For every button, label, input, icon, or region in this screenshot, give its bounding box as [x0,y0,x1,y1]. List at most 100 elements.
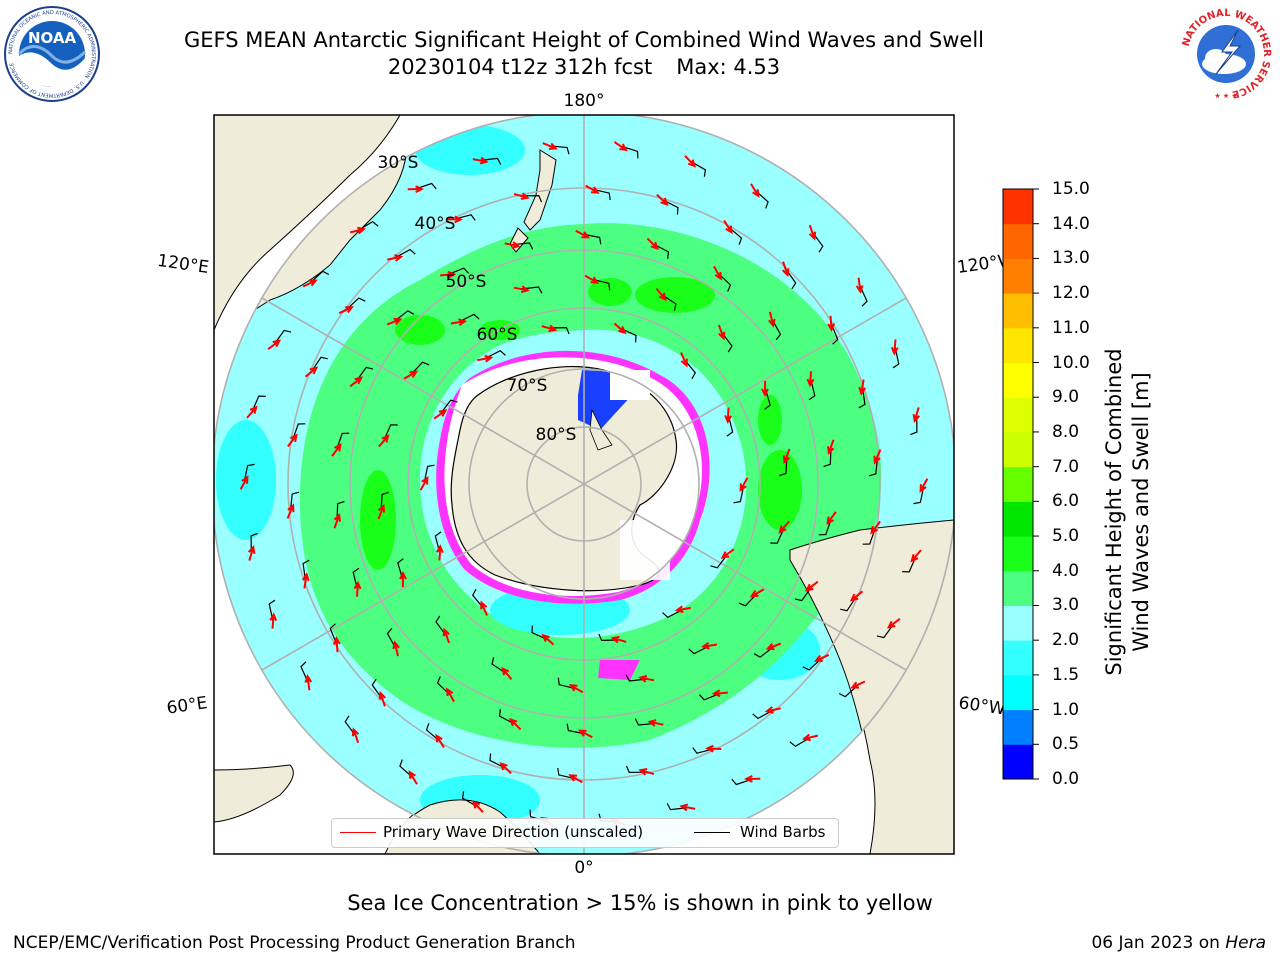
wind-barb [818,517,833,536]
wind-barb [453,214,476,221]
wind-barb [399,759,414,779]
wind-barb [625,674,648,682]
map-subtitle-run: 20230104 t12z 312h fcst Max: 4.53 [84,55,1084,79]
colorbar-tick-label: 11.0 [1052,317,1090,338]
wave-direction-arrow [638,768,655,776]
wave-direction-arrow [656,193,669,206]
wind-barb [779,455,788,477]
wind-barb [716,272,732,292]
lat-label-30s: 30°S [378,153,419,173]
wind-barb [548,326,570,335]
wave-direction-arrow [890,339,899,356]
wind-barb [661,198,679,215]
legend: Primary Wave Direction (unscaled) Wind B… [331,818,839,848]
colorbar-bin [1003,293,1033,329]
colorbar-bin [1003,536,1033,572]
wave-direction-arrow [827,439,835,456]
wave-direction-arrow [509,717,522,731]
colorbar-bin [1003,744,1033,780]
wind-barb [302,559,310,582]
wave-direction-arrow [333,512,341,529]
wave-direction-arrow [700,641,718,650]
wind-barb [830,322,839,345]
svg-text:★ ★ ★: ★ ★ ★ [1214,92,1237,100]
wave-direction-arrow [584,274,600,284]
wave-direction-arrow [912,407,921,423]
wave-direction-arrow [585,184,600,194]
wave-direction-arrow [739,477,749,493]
wave-direction-arrow [826,511,837,525]
wind-barb [591,278,611,291]
colorbar-tick-label: 3.0 [1052,595,1080,616]
wave-direction-arrow [724,407,732,424]
wind-barb [666,803,689,811]
wave-direction-arrow [353,580,362,597]
wave-direction-arrow [886,618,901,629]
wave-direction-arrow [849,590,864,602]
wave-direction-arrow [239,475,249,490]
colorbar-frame [1002,188,1034,780]
wave-direction-arrow [765,642,782,651]
lat-label-40s: 40°S [415,214,456,234]
wind-barb [625,765,648,774]
wave-direction-arrow [610,635,627,644]
colorbar-bin [1003,605,1033,641]
wave-direction-arrow [781,261,790,278]
colorbar-bin [1003,397,1033,433]
colorbar-tick-label: 6.0 [1052,491,1080,512]
wind-barb [913,484,925,505]
wave-direction-arrow [850,680,866,689]
wave-direction-arrow [286,503,295,519]
wind-barb [566,723,587,735]
wave-direction-arrow [717,324,726,341]
wind-barb [868,455,879,477]
wave-direction-arrow [873,449,882,465]
wind-barb [557,677,577,690]
wind-barb [619,327,637,343]
wind-barb [471,588,485,610]
wind-barb [858,386,866,409]
wave-direction-arrow [471,800,484,813]
wind-barb [784,267,797,290]
wave-direction-arrow [378,690,387,707]
wave-direction-arrow [674,605,691,614]
colorbar-label-line1: Significant Height of Combined [1102,348,1126,676]
wave-direction-arrow [638,674,655,683]
colorbar-tick-label: 5.0 [1052,526,1080,547]
wave-direction-arrow [446,687,455,703]
wind-barb [371,678,384,701]
wave-direction-arrow [267,339,282,350]
wind-barb [733,483,745,504]
wave-direction-arrow [778,520,790,534]
wave-direction-arrow [302,279,318,288]
wind-barb [770,526,786,544]
wind-barb [434,531,442,554]
wind-barb [698,692,722,701]
wind-barb [439,399,458,415]
wave-direction-arrow [446,215,463,224]
wave-direction-arrow [855,277,864,294]
wave-direction-arrow [680,352,688,368]
lon-label-120e: 120°E [156,251,210,278]
footer-date: 06 Jan 2023 on Hera [1091,933,1266,953]
colorbar-bin [1003,709,1033,745]
corner-land-bottomleft [214,764,294,823]
wind-barb [764,387,771,410]
wave-direction-arrow [541,633,555,646]
wave-direction-arrow [442,627,451,644]
wind-barb [892,346,900,369]
wave-direction-arrow [332,636,341,653]
wind-barb [752,709,775,720]
wave-direction-arrow [477,354,494,363]
wind-barb [910,414,918,436]
wave-direction-arrow [568,774,583,784]
wave-direction-arrow [761,380,769,398]
wave-direction-arrow [542,142,558,150]
wave-direction-arrow [351,727,360,744]
legend-label-wave-direction: Primary Wave Direction (unscaled) [383,823,644,841]
wind-barb [511,242,534,250]
wave-direction-arrow [440,270,457,279]
wind-barb [753,645,775,658]
colorbar-tick-label: 14.0 [1052,213,1090,234]
